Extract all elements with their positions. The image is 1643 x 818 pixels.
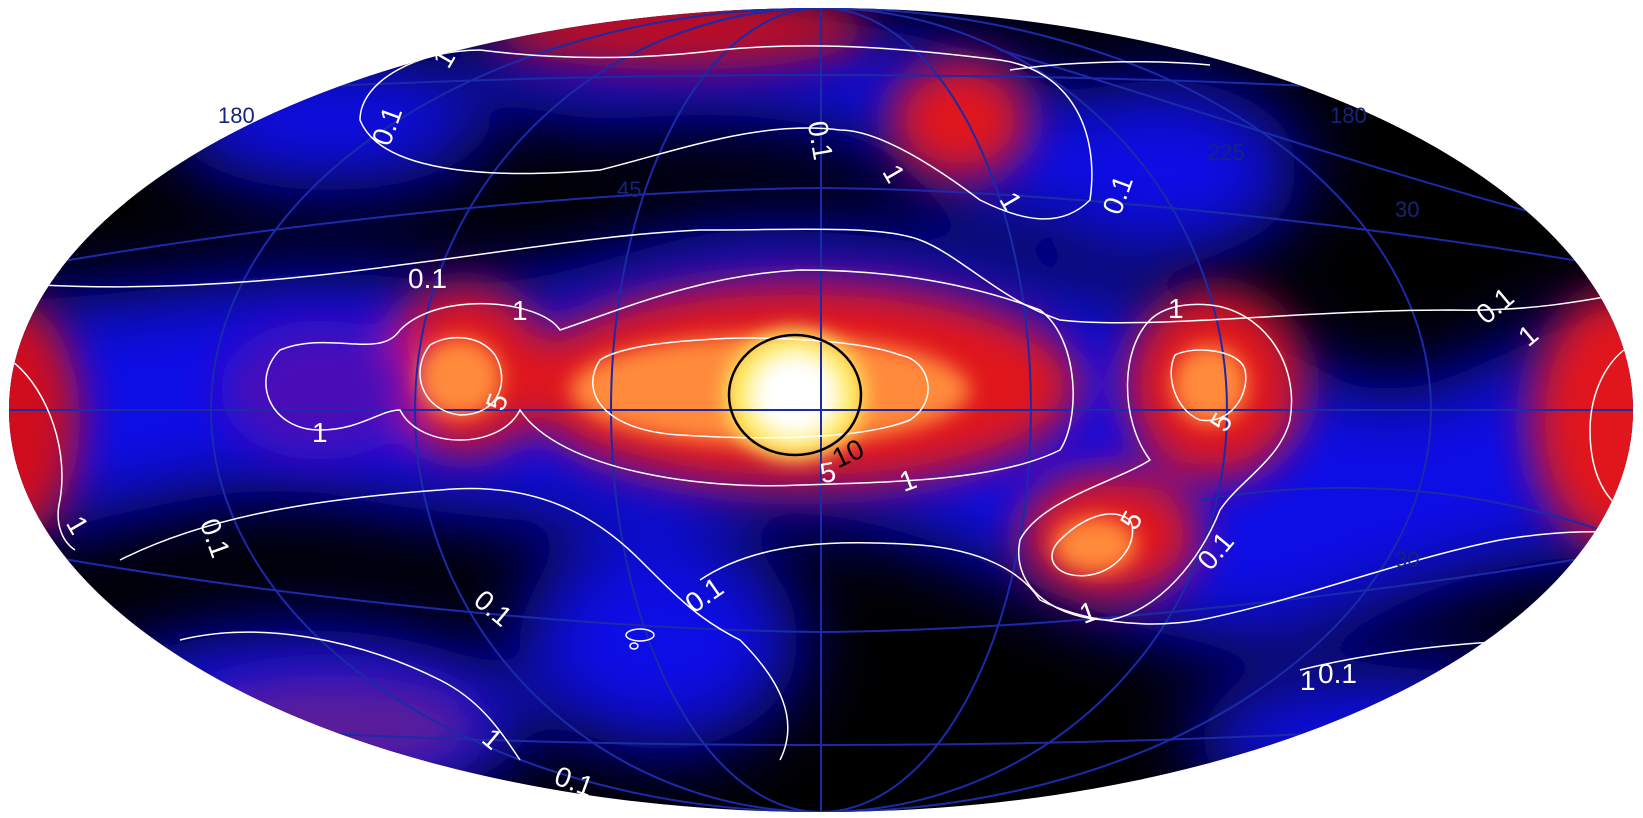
contour-lines — [9, 45, 1633, 761]
grid-label-lon-mid: 225 — [1208, 140, 1245, 165]
emission-north-red — [890, 60, 1030, 180]
contour-label-1: 1 — [512, 295, 528, 326]
contour-label-1: 1 — [1168, 293, 1184, 324]
grid-label-lat-lower-right: 30 — [1395, 547, 1419, 572]
grid-label-lon-right: 180 — [1330, 103, 1367, 128]
coordinate-grid — [9, 8, 1633, 812]
emission-lower-right-orange — [1053, 517, 1137, 573]
emission-edge-left-red — [9, 300, 80, 540]
grid-label-lon-left: 180 — [218, 103, 255, 128]
emission-edge-right-red — [1530, 290, 1633, 550]
galactic-center-core-white — [753, 355, 837, 435]
contour-label-0-1: 0.1 — [1318, 658, 1357, 689]
grid-label-lat-upper-right: 30 — [1395, 197, 1419, 222]
contour-label-5: 5 — [818, 456, 839, 489]
contour-10-ring — [727, 333, 863, 457]
contour-label-1: 1 — [1300, 665, 1316, 696]
emission-ne-blue — [1020, 80, 1300, 260]
emission-left-lobe-violet — [220, 320, 420, 460]
emission-sw-blue — [520, 530, 800, 750]
contour-label-0-1: 0.1 — [408, 263, 447, 294]
emission-right-orange — [1172, 345, 1248, 425]
contour-label-1: 1 — [312, 417, 328, 448]
grid-label-lat-upper-left: 45 — [617, 177, 641, 202]
grid-labels: 180 180 225 45 30 30 — [218, 103, 1419, 572]
contour-label-0-1: 0.1 — [802, 118, 839, 162]
emission-left-orange — [418, 338, 502, 418]
